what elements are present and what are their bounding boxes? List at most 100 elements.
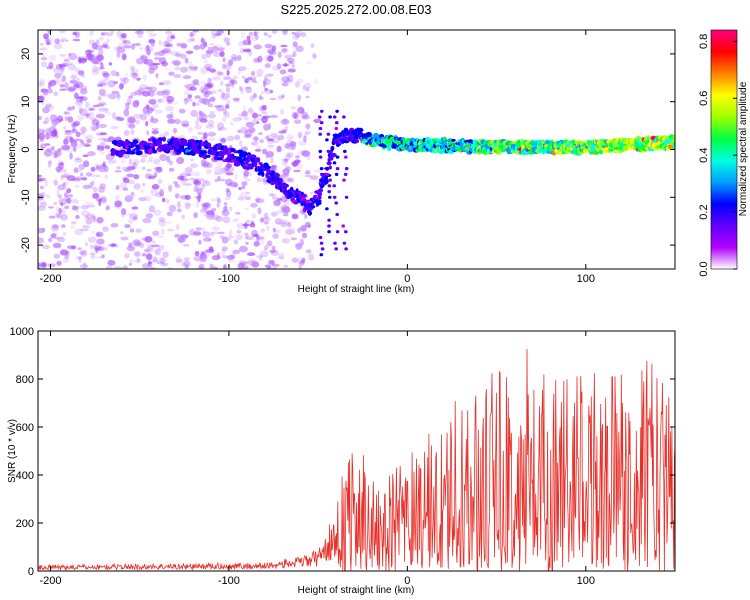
noise-speckle xyxy=(141,166,146,170)
colorbar-tick-label: 0.8 xyxy=(698,34,710,49)
x-tick-label: -200 xyxy=(39,575,61,587)
noise-speckle xyxy=(301,232,308,239)
noise-speckle xyxy=(197,115,201,121)
noise-speckle xyxy=(151,127,159,131)
noise-speckle xyxy=(295,45,304,52)
noise-speckle xyxy=(200,88,209,95)
noise-speckle xyxy=(228,229,233,236)
noise-speckle xyxy=(222,216,231,224)
noise-speckle xyxy=(105,265,113,269)
noise-speckle xyxy=(92,65,98,72)
noise-speckle xyxy=(220,93,229,101)
noise-speckle xyxy=(66,175,76,182)
noise-speckle xyxy=(85,101,90,109)
noise-speckle xyxy=(79,249,87,256)
noise-speckle xyxy=(146,58,154,67)
noise-speckle xyxy=(130,69,135,75)
noise-speckle xyxy=(269,114,279,118)
noise-speckle xyxy=(206,210,215,215)
noise-speckle xyxy=(38,128,45,135)
noise-speckle xyxy=(143,195,152,202)
noise-speckle xyxy=(290,106,297,110)
noise-speckle xyxy=(60,39,64,43)
noise-speckle xyxy=(53,91,58,97)
noise-speckle xyxy=(142,263,151,269)
noise-speckle xyxy=(53,42,63,50)
noise-speckle xyxy=(115,71,120,77)
noise-speckle xyxy=(192,231,202,236)
noise-speckle xyxy=(293,50,296,56)
ridge-blob xyxy=(335,138,339,142)
noise-speckle xyxy=(96,103,105,107)
ridge-blob xyxy=(273,172,281,178)
noise-speckle xyxy=(72,124,76,132)
noise-speckle xyxy=(96,238,105,245)
noise-speckle xyxy=(61,175,70,178)
ridge-blob xyxy=(318,132,323,136)
noise-speckle xyxy=(237,262,245,269)
noise-speckle xyxy=(151,259,160,263)
noise-speckle xyxy=(152,230,160,236)
noise-speckle xyxy=(195,102,200,106)
ridge-blob xyxy=(213,155,218,161)
noise-speckle xyxy=(90,253,96,260)
ridge-blob xyxy=(319,253,324,257)
noise-speckle xyxy=(224,196,231,201)
noise-speckle xyxy=(110,223,119,228)
noise-speckle xyxy=(267,34,272,38)
noise-speckle xyxy=(89,252,96,256)
noise-speckle xyxy=(57,162,64,170)
noise-speckle xyxy=(223,64,232,71)
noise-speckle xyxy=(55,166,60,172)
noise-speckle xyxy=(96,233,101,237)
noise-speckle xyxy=(227,259,236,263)
y-tick-label: -10 xyxy=(20,189,32,205)
ridge-blob xyxy=(318,126,323,131)
noise-speckle xyxy=(283,63,288,67)
noise-speckle xyxy=(173,73,182,79)
spectrogram-y-ticks: -20 -10 0 10 20 xyxy=(20,48,675,253)
noise-speckle xyxy=(39,201,47,208)
ridge-blob xyxy=(334,126,339,131)
noise-speckle xyxy=(148,175,156,180)
noise-speckle xyxy=(176,42,183,47)
noise-speckle xyxy=(209,111,215,114)
noise-speckle xyxy=(61,168,67,174)
noise-speckle xyxy=(107,160,117,164)
noise-speckle xyxy=(161,61,169,67)
noise-speckle xyxy=(135,228,140,234)
noise-speckle xyxy=(264,221,269,225)
noise-speckle xyxy=(203,82,213,90)
noise-speckle xyxy=(203,180,209,184)
noise-speckle xyxy=(263,180,268,186)
ridge-blob xyxy=(332,195,337,199)
noise-speckle xyxy=(114,46,122,52)
noise-speckle xyxy=(156,235,165,239)
noise-speckle xyxy=(145,173,152,180)
noise-speckle xyxy=(291,64,295,68)
noise-speckle xyxy=(212,46,218,50)
noise-speckle xyxy=(295,183,300,189)
snr-y-ticks: 0 200 400 600 800 1000 xyxy=(10,326,675,578)
noise-speckle xyxy=(80,228,89,232)
noise-speckle xyxy=(131,69,139,73)
noise-speckle xyxy=(175,223,180,231)
noise-speckle xyxy=(132,216,138,221)
noise-speckle xyxy=(98,168,107,173)
noise-speckle xyxy=(195,200,200,209)
noise-speckle xyxy=(98,123,108,129)
noise-speckle xyxy=(223,62,229,67)
noise-speckle xyxy=(277,51,282,59)
noise-speckle xyxy=(57,160,64,166)
noise-speckle xyxy=(135,58,144,65)
noise-speckle xyxy=(147,109,151,116)
noise-speckle xyxy=(101,94,110,97)
ridge-blob xyxy=(307,210,312,216)
noise-speckle xyxy=(202,203,208,211)
noise-speckle xyxy=(282,168,290,175)
noise-speckle xyxy=(211,207,217,212)
noise-speckle xyxy=(83,160,90,168)
noise-speckle xyxy=(54,38,60,44)
noise-speckle xyxy=(115,185,120,191)
noise-speckle xyxy=(74,184,80,189)
